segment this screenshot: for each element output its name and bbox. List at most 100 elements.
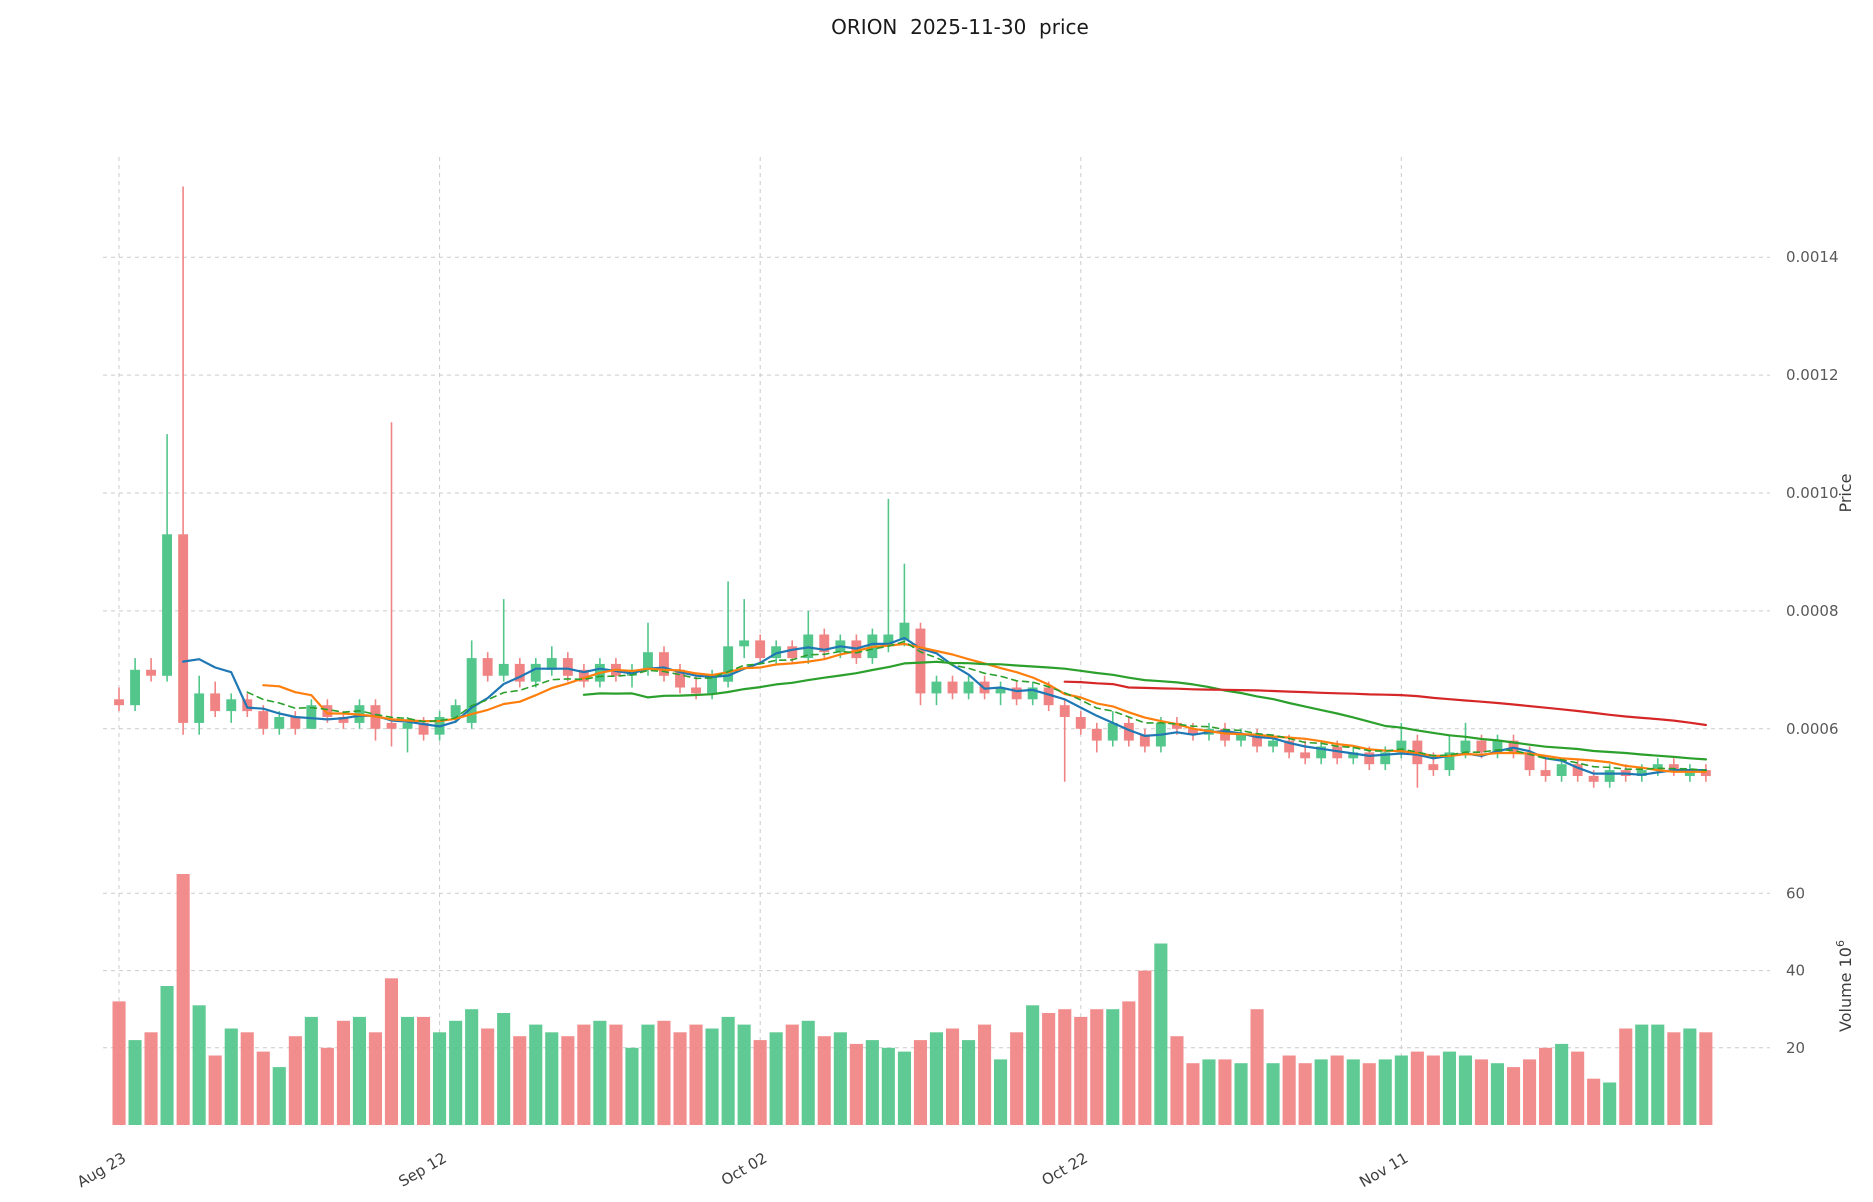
price-tick-label: 0.0014	[1786, 248, 1839, 266]
volume-bar	[1458, 1055, 1472, 1125]
x-tick-label: Oct 02	[718, 1149, 770, 1189]
candle-body	[1364, 752, 1375, 765]
x-tick-label: Sep 12	[395, 1149, 449, 1191]
candle-body	[1380, 752, 1391, 765]
candle-body	[210, 693, 221, 712]
volume-bar	[433, 1032, 447, 1125]
volume-bar	[1154, 943, 1168, 1125]
volume-bar	[513, 1036, 527, 1125]
price-axis-label: Price	[1836, 473, 1855, 512]
candle-body	[146, 669, 156, 676]
volume-bar	[1330, 1055, 1344, 1125]
volume-bar	[497, 1013, 511, 1125]
volume-bar	[609, 1024, 623, 1125]
candle-body	[1636, 770, 1647, 776]
candle-body	[1444, 752, 1455, 771]
volume-bar	[1138, 970, 1152, 1125]
candle-body	[562, 658, 573, 676]
sma-30-line	[582, 660, 1707, 761]
volume-bar	[288, 1036, 302, 1125]
volume-bar	[625, 1047, 639, 1125]
volume-bar	[1090, 1009, 1104, 1125]
candle-body	[1556, 764, 1567, 776]
volume-bar	[1619, 1028, 1633, 1125]
volume-bar	[1426, 1055, 1440, 1125]
candle-body	[1075, 717, 1086, 729]
volume-bar	[1442, 1051, 1456, 1125]
candle-body	[194, 693, 205, 723]
volume-bar	[801, 1020, 815, 1126]
volume-bar	[641, 1024, 655, 1125]
volume-bar	[785, 1024, 799, 1125]
x-tick-label: Nov 11	[1356, 1149, 1411, 1191]
candle-body	[274, 717, 285, 729]
volume-bar	[449, 1020, 463, 1126]
candle-body	[883, 634, 894, 647]
price-tick-label: 0.0010	[1786, 484, 1839, 502]
volume-bar	[368, 1032, 382, 1125]
volume-bar	[1314, 1059, 1328, 1125]
price-tick-label: 0.0008	[1786, 602, 1839, 620]
volume-bar	[1106, 1009, 1120, 1125]
candle-body	[1043, 687, 1054, 706]
volume-bar	[1635, 1024, 1649, 1125]
candle-body	[723, 646, 734, 682]
candle-body	[995, 687, 1006, 694]
candle-body	[1428, 764, 1439, 771]
volume-bar	[1266, 1063, 1280, 1125]
volume-bar	[929, 1032, 943, 1125]
candle-body	[1332, 746, 1343, 759]
price-tick-label: 0.0006	[1786, 720, 1839, 738]
candle-body	[707, 675, 717, 694]
volume-bar	[1010, 1032, 1024, 1125]
volume-bar	[240, 1032, 254, 1125]
volume-bar	[689, 1024, 703, 1125]
volume-bar	[1346, 1059, 1360, 1125]
volume-bar	[865, 1040, 879, 1125]
candle-body	[402, 722, 413, 729]
candle-body	[338, 717, 349, 723]
volume-bar	[913, 1040, 927, 1125]
candle-body	[1139, 734, 1150, 747]
volume-bar	[208, 1055, 222, 1125]
volume-bar	[401, 1016, 415, 1125]
volume-bar	[112, 1001, 126, 1125]
candle-body	[819, 634, 830, 653]
candle-body	[1700, 770, 1711, 776]
volume-bar	[128, 1040, 142, 1125]
candle-body	[1684, 770, 1695, 776]
volume-bar	[384, 978, 398, 1125]
volume-bar	[849, 1043, 863, 1125]
candle-body	[1059, 705, 1070, 717]
volume-bar	[1186, 1063, 1200, 1125]
volume-bar	[417, 1016, 431, 1125]
candle-body	[306, 705, 317, 729]
volume-bar	[1555, 1043, 1569, 1125]
candle-body	[450, 705, 461, 717]
volume-bar	[1603, 1082, 1617, 1125]
candle-body	[947, 681, 958, 694]
candle-body	[1123, 722, 1134, 741]
volume-tick-label: 60	[1786, 884, 1805, 902]
candle-body	[114, 699, 124, 706]
candle-body	[1604, 770, 1615, 782]
volume-bar	[1250, 1009, 1264, 1125]
volume-bar	[272, 1067, 286, 1125]
price-tick-label: 0.0012	[1786, 366, 1839, 384]
volume-bar	[673, 1032, 687, 1125]
volume-bar	[737, 1024, 751, 1125]
indicator-lines	[182, 636, 1707, 776]
volume-bar	[1587, 1078, 1601, 1125]
candle-body	[546, 658, 557, 670]
volume-bar	[176, 874, 190, 1125]
candle-body	[1348, 752, 1359, 759]
candle-body	[578, 669, 589, 682]
candle-body	[1284, 740, 1295, 753]
volume-bar	[1490, 1063, 1504, 1125]
candle-body	[1572, 764, 1583, 776]
volume-bar	[1282, 1055, 1296, 1125]
candle-body	[530, 663, 541, 682]
volume-bar	[144, 1032, 158, 1125]
volume-bar	[994, 1059, 1008, 1125]
